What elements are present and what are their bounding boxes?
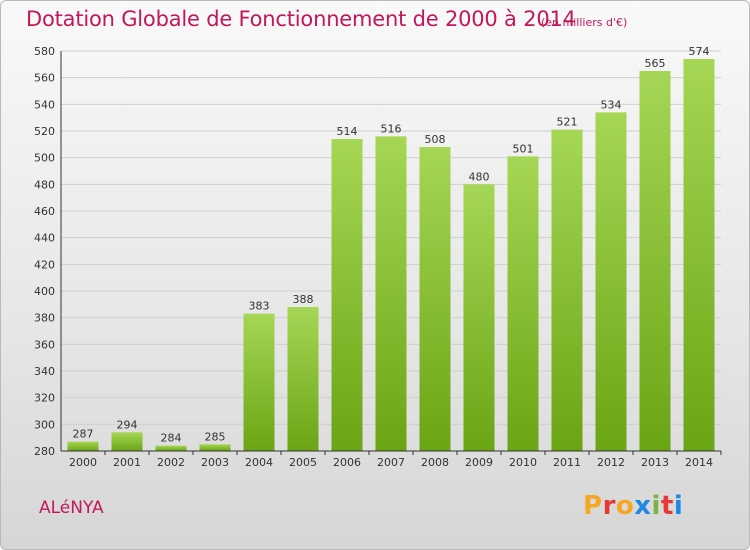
logo-letter: P (583, 491, 603, 521)
bar (67, 441, 99, 451)
y-tick-label: 540 (34, 98, 55, 111)
bar (595, 112, 627, 451)
bar-value-label: 516 (381, 122, 402, 135)
bar-value-label: 480 (469, 170, 490, 183)
bar-value-label: 521 (557, 116, 578, 129)
x-tick-label: 2001 (113, 456, 141, 469)
bar (507, 156, 539, 452)
x-tick-label: 2010 (509, 456, 537, 469)
x-tick-label: 2011 (553, 456, 581, 469)
x-tick-label: 2012 (597, 456, 625, 469)
bar (243, 313, 275, 451)
bar-value-label: 514 (337, 125, 358, 138)
x-tick-label: 2005 (289, 456, 317, 469)
bar-value-label: 284 (161, 432, 182, 445)
y-tick-label: 440 (34, 232, 55, 245)
y-tick-label: 520 (34, 125, 55, 138)
y-tick-label: 280 (34, 445, 55, 458)
logo-letter: t (660, 491, 674, 521)
bar-value-label: 383 (249, 300, 270, 313)
y-tick-label: 560 (34, 72, 55, 85)
bar (639, 71, 671, 451)
bar (111, 432, 143, 451)
bar (683, 59, 715, 451)
x-tick-label: 2008 (421, 456, 449, 469)
town-name: ALéNYA (39, 498, 104, 518)
bar (551, 129, 583, 451)
bar-value-label: 287 (73, 428, 94, 441)
y-tick-label: 580 (34, 45, 55, 58)
y-tick-label: 460 (34, 205, 55, 218)
bar-value-label: 388 (293, 293, 314, 306)
y-tick-label: 360 (34, 338, 55, 351)
bar-value-label: 294 (117, 418, 138, 431)
bar-value-label: 565 (645, 57, 666, 70)
proxiti-logo: Proxiti (583, 491, 683, 521)
x-tick-label: 2007 (377, 456, 405, 469)
bar-value-label: 574 (689, 45, 710, 58)
bar (287, 307, 319, 451)
y-tick-label: 380 (34, 312, 55, 325)
x-tick-label: 2013 (641, 456, 669, 469)
logo-letter: x (634, 491, 652, 521)
bar (463, 184, 495, 452)
x-tick-label: 2009 (465, 456, 493, 469)
bar-value-label: 285 (205, 430, 226, 443)
bar (375, 136, 407, 452)
bar (199, 444, 231, 451)
chart-title: Dotation Globale de Fonctionnement de 20… (26, 7, 576, 31)
bar (155, 445, 187, 451)
x-tick-label: 2003 (201, 456, 229, 469)
y-tick-label: 500 (34, 152, 55, 165)
y-tick-label: 340 (34, 365, 55, 378)
logo-letter: o (615, 491, 635, 521)
x-tick-label: 2014 (685, 456, 713, 469)
x-tick-label: 2004 (245, 456, 273, 469)
chart-subtitle: (en milliers d'€) (541, 16, 628, 29)
y-tick-label: 320 (34, 392, 55, 405)
x-tick-label: 2006 (333, 456, 361, 469)
bar (419, 147, 451, 451)
x-tick-label: 2002 (157, 456, 185, 469)
bar-value-label: 534 (601, 98, 622, 111)
logo-letter: i (651, 491, 661, 521)
logo-letter: r (602, 491, 616, 521)
bar-value-label: 508 (425, 133, 446, 146)
y-tick-label: 400 (34, 285, 55, 298)
bar-value-label: 501 (513, 142, 534, 155)
logo-letter: i (673, 491, 684, 521)
x-tick-label: 2000 (69, 456, 97, 469)
bar (331, 139, 363, 451)
y-tick-label: 480 (34, 178, 55, 191)
y-tick-label: 300 (34, 418, 55, 431)
y-tick-label: 420 (34, 258, 55, 271)
